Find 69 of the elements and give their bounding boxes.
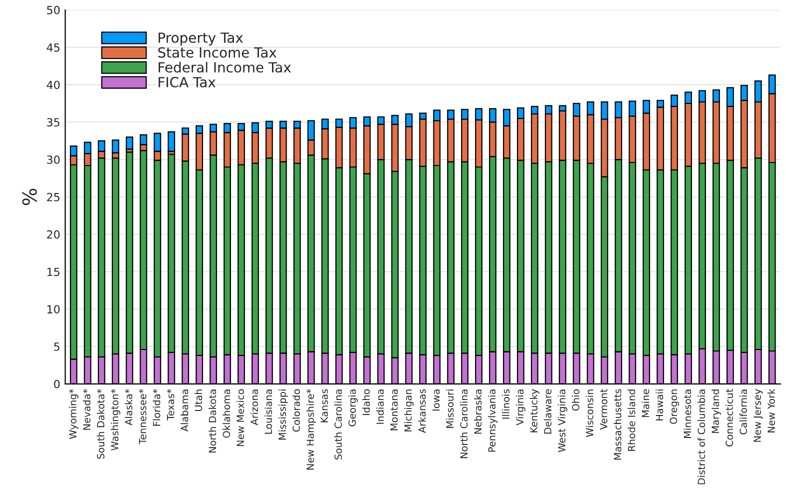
x-tick-label: Colorado (292, 389, 300, 432)
x-tick-label: Kentucky (530, 389, 540, 432)
x-tick-label: California (739, 390, 747, 434)
x-tick-label: North Dakota (208, 390, 216, 453)
x-tick-label: Oregon (670, 390, 680, 424)
x-tick-label: Connecticut (726, 389, 734, 446)
x-tick-label: Illinois (502, 389, 510, 419)
x-tick-label: Pennsylvania (488, 390, 498, 452)
x-tick-label: Washington* (110, 389, 120, 450)
x-tick-label: Idaho (362, 389, 370, 415)
x-tick-label: Mississippi (278, 390, 288, 440)
x-tick-label: Nevada* (82, 389, 90, 430)
x-tick-label: Louisiana (264, 390, 272, 434)
x-tick-label: District of Columbia (698, 390, 706, 484)
x-tick-label: Wyoming* (68, 389, 78, 439)
x-tick-label: Virginia (516, 390, 526, 426)
x-tick-label: Indiana (376, 390, 384, 424)
x-tick-label: Maine (642, 389, 650, 417)
legend-label: State Income Tax (158, 47, 276, 58)
x-tick-label: Tennessee* (138, 389, 146, 444)
bar (168, 131, 176, 152)
x-tick-label: Montana (390, 390, 398, 430)
x-tick-label: Florida* (152, 389, 160, 426)
y-tick-label: 35 (47, 118, 60, 126)
y-tick-label: 15 (47, 268, 60, 276)
legend-label: FICA Tax (158, 76, 216, 88)
x-tick-label: Arizona (250, 390, 258, 426)
y-tick-label: 10 (47, 305, 60, 314)
x-tick-label: Missouri (446, 390, 454, 428)
x-tick-label: Ohio (572, 389, 580, 411)
x-tick-label: Massachusetts (614, 389, 622, 460)
x-tick-label: Oklahoma (222, 390, 230, 438)
x-tick-label: New Hampshire* (306, 389, 316, 470)
x-tick-label: Kansas (320, 389, 328, 422)
x-tick-label: Maryland (712, 390, 721, 433)
y-tick-label: 25 (47, 192, 60, 202)
x-tick-label: Michigan (404, 390, 414, 432)
x-tick-label: New Mexico (236, 389, 244, 446)
x-tick-label: Nebraska (474, 390, 482, 434)
x-tick-label: Arkansas (418, 389, 426, 434)
x-tick-label: New York (767, 388, 775, 432)
y-tick-label: 30 (47, 155, 60, 164)
x-tick-label: Alabama (180, 390, 188, 432)
x-tick-label: Utah (194, 390, 202, 411)
legend-label: Property Tax (158, 32, 243, 46)
x-tick-label: Alaska* (124, 389, 132, 426)
x-tick-label: Wisconsin (586, 390, 594, 437)
y-tick-label: 45 (46, 43, 60, 52)
y-tick-label: 0 (54, 380, 60, 388)
x-tick-label: South Dakota* (96, 389, 104, 459)
x-tick-label: Vermont (600, 388, 608, 430)
legend-label: Federal Income Tax (158, 62, 291, 73)
x-tick-label: Iowa (432, 390, 440, 411)
x-tick-label: Minnesota (684, 390, 692, 438)
x-tick-label: South Carolina (334, 390, 342, 460)
y-tick-label: 50 (47, 6, 60, 14)
x-tick-label: Rhode Island (628, 390, 636, 451)
x-tick-label: Hawaii (656, 390, 664, 420)
x-tick-label: North Carolina (460, 390, 468, 458)
y-tick-label: 20 (47, 230, 60, 239)
bar (126, 136, 134, 150)
x-tick-label: Delaware (544, 389, 552, 434)
x-tick-label: West Virginia (558, 390, 568, 452)
y-tick-label: 40 (46, 80, 60, 90)
x-tick-label: Texas* (166, 389, 174, 421)
x-tick-label: Georgia (348, 390, 358, 426)
y-tick-label: 5 (54, 342, 60, 351)
x-tick-label: New Jersey (754, 389, 763, 442)
y-axis-title: % (22, 188, 37, 206)
